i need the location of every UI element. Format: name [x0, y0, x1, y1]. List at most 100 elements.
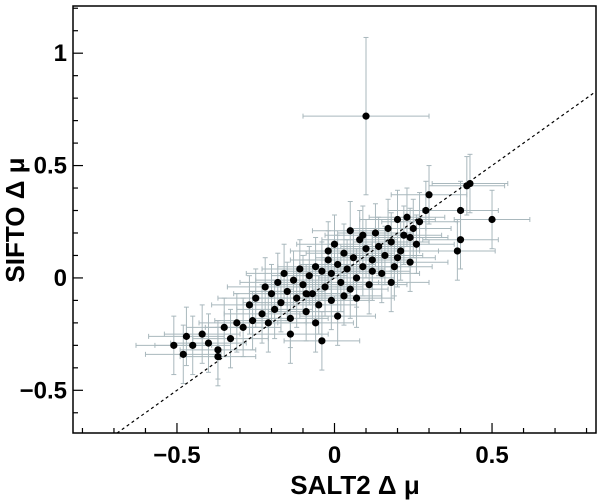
data-point: [412, 240, 421, 248]
y-tick-label: 1: [54, 40, 67, 67]
data-point: [393, 215, 402, 224]
data-point: [182, 332, 191, 340]
data-point: [337, 278, 345, 287]
data-point: [327, 269, 335, 278]
data-point: [280, 269, 288, 278]
data-point: [387, 278, 395, 287]
data-point: [170, 341, 178, 349]
data-point: [368, 256, 376, 264]
data-point: [384, 224, 392, 233]
data-point: [283, 287, 291, 296]
data-point: [308, 290, 317, 298]
data-point: [324, 256, 332, 264]
data-point: [318, 337, 326, 345]
data-point: [245, 301, 254, 309]
data-point: [327, 296, 335, 305]
data-point: [334, 260, 342, 269]
data-point: [261, 283, 269, 291]
data-point: [368, 267, 376, 275]
data-point: [214, 352, 222, 361]
data-point: [179, 350, 187, 358]
data-point: [406, 258, 414, 266]
data-point: [321, 283, 329, 291]
data-point: [214, 346, 222, 354]
data-point: [274, 278, 282, 287]
data-point: [340, 249, 348, 257]
y-tick-label: 0.5: [34, 153, 67, 180]
x-tick-label: −0.5: [153, 442, 200, 469]
data-point: [409, 224, 417, 233]
x-tick-label: 0: [328, 442, 341, 469]
data-point: [267, 290, 276, 298]
data-point: [258, 310, 266, 318]
data-point: [233, 319, 241, 327]
data-point: [422, 206, 430, 215]
data-point: [349, 254, 358, 262]
data-point: [271, 305, 279, 313]
data-point: [311, 263, 320, 271]
data-point: [340, 292, 348, 300]
data-point: [403, 213, 411, 221]
data-point: [226, 335, 235, 343]
data-point: [302, 308, 310, 316]
data-point: [425, 191, 433, 199]
data-point: [362, 112, 370, 120]
y-tick-label: 0: [54, 265, 67, 292]
data-point: [220, 323, 228, 331]
data-point: [248, 317, 257, 325]
data-point: [189, 341, 197, 349]
data-point: [305, 272, 313, 280]
y-axis-title: SIFTO Δ μ: [0, 157, 30, 282]
data-point: [352, 294, 361, 302]
data-point: [378, 269, 386, 278]
data-point: [371, 229, 380, 237]
data-point: [299, 281, 307, 289]
data-point: [463, 182, 471, 190]
y-tick-label: −0.5: [20, 377, 67, 404]
data-point: [359, 263, 367, 271]
data-point: [343, 265, 351, 273]
data-point: [324, 247, 332, 255]
data-point: [346, 285, 354, 293]
data-point: [346, 227, 354, 235]
data-point: [393, 254, 402, 262]
data-point: [239, 323, 247, 331]
data-point: [488, 215, 496, 224]
data-point: [397, 247, 405, 255]
identity-reference-line: [116, 90, 596, 433]
data-point: [286, 330, 294, 338]
data-point: [315, 301, 323, 309]
data-point: [365, 281, 373, 289]
data-point: [277, 299, 285, 307]
data-point: [400, 231, 408, 239]
data-point: [406, 233, 414, 242]
data-point: [381, 251, 389, 260]
data-point: [359, 231, 367, 239]
y-axis-ticks: −0.5 0 0.5 1: [20, 7, 83, 414]
data-point: [252, 294, 260, 302]
data-point: [352, 274, 361, 282]
x-axis-title: SALT2 Δ μ: [290, 470, 419, 500]
data-point: [453, 247, 461, 255]
data-point: [302, 290, 310, 298]
data-point: [415, 218, 424, 226]
data-point: [198, 330, 206, 338]
data-point: [456, 236, 465, 244]
x-tick-label: 0.5: [475, 442, 508, 469]
data-point: [296, 265, 304, 273]
data-point: [375, 242, 383, 251]
data-point: [289, 276, 298, 284]
error-bars: [135, 36, 531, 387]
data-point: [264, 319, 272, 327]
data-point: [390, 263, 398, 271]
data-point: [286, 314, 294, 322]
data-point: [334, 312, 342, 320]
data-point: [204, 339, 213, 347]
data-point: [362, 245, 370, 253]
data-point: [311, 319, 320, 327]
data-point: [387, 238, 395, 246]
data-point: [318, 267, 326, 275]
data-points: [170, 112, 496, 361]
x-axis-ticks: −0.5 0 0.5: [81, 423, 588, 469]
